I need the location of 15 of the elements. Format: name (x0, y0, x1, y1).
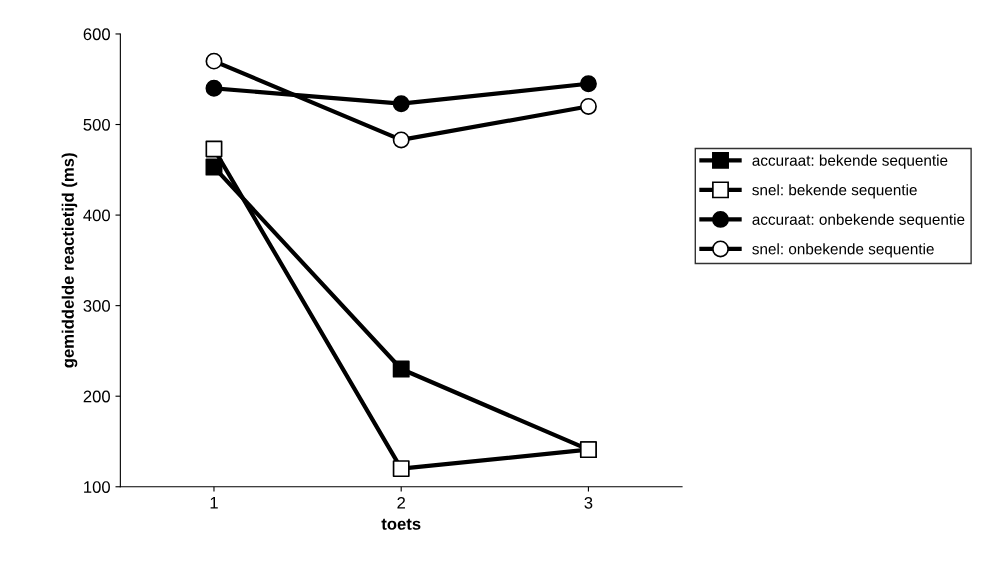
x-tick-label: 2 (397, 496, 405, 509)
y-tick-label: 500 (83, 118, 110, 131)
y-tick-label: 100 (84, 481, 110, 493)
y-tick-label: 600 (83, 28, 110, 41)
y-axis-title: gemiddelde reactietijd (ms) (61, 153, 78, 368)
y-tick-label: 300 (83, 300, 110, 312)
x-tick-label: 3 (584, 496, 593, 509)
legend-label: snel: bekende sequentie (752, 184, 917, 199)
legend-label: accuraat: onbekende sequentie (752, 213, 965, 228)
legend-label: accuraat: bekende sequentie (752, 154, 948, 169)
x-axis-title: toets (381, 518, 421, 530)
legend-label: snel: onbekende sequentie (752, 243, 934, 258)
x-tick-label: 1 (210, 497, 218, 509)
y-tick-label: 200 (83, 390, 110, 403)
y-tick-label: 400 (83, 209, 110, 222)
